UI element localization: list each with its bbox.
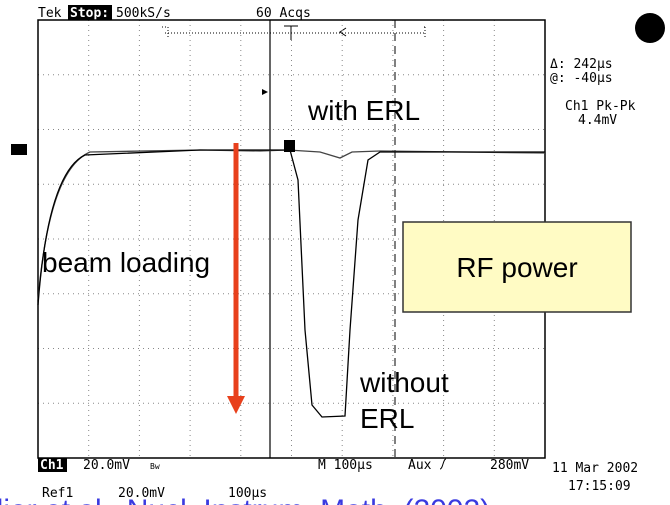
- at-readout: @: -40µs: [550, 71, 613, 86]
- brand: Tek: [38, 6, 62, 21]
- trigger-level: 280mV: [490, 458, 529, 473]
- rf-power-label: RF power: [456, 252, 577, 283]
- with-erl-label: with ERL: [307, 95, 420, 126]
- bandwidth: Bw: [150, 462, 160, 471]
- arrow-head: [227, 396, 245, 414]
- scope-screen: Tek Stop: 500kS/s 60 Acqs Δ: 242µs @: -4…: [0, 0, 670, 505]
- rate: 500kS/s: [116, 6, 171, 21]
- record-bracket: [162, 27, 425, 37]
- time: 17:15:09: [568, 479, 631, 494]
- delta-readout: Δ: 242µs: [550, 57, 613, 72]
- citation: llier et al., Nucl. Instrum. Meth. (2002…: [0, 494, 490, 505]
- acquisitions: 60 Acqs: [256, 6, 311, 21]
- trigger-slope: [440, 459, 446, 469]
- trigger-source: Aux: [408, 458, 432, 473]
- measure-label: Ch1 Pk-Pk: [565, 99, 636, 114]
- run-indicator: [635, 13, 665, 43]
- timebase: M 100µs: [318, 458, 373, 473]
- cursor-arrow: [262, 89, 268, 95]
- date: 11 Mar 2002: [552, 461, 638, 476]
- without-erl-line: without: [359, 367, 449, 398]
- channel: Ch1: [40, 458, 64, 473]
- trigger-level-marker: [284, 140, 295, 152]
- measure-value: 4.4mV: [578, 113, 617, 128]
- channel-marker: [11, 144, 27, 155]
- beam-loading-label: beam loading: [42, 247, 210, 278]
- without-erl-line: ERL: [360, 403, 414, 434]
- channel-scale: 20.0mV: [83, 458, 130, 473]
- state: Stop:: [70, 6, 109, 21]
